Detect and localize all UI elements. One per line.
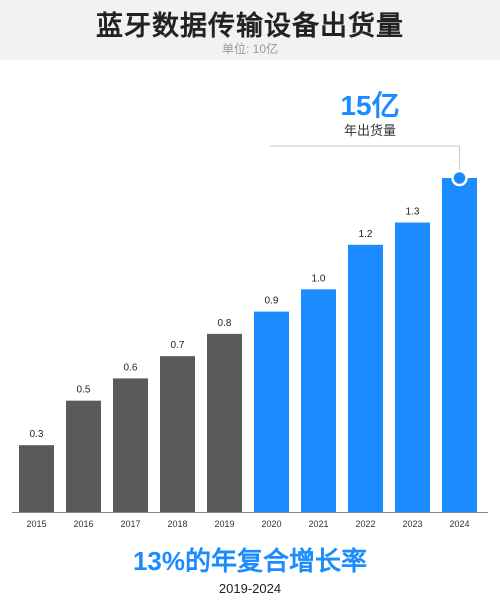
callout-marker: [451, 169, 468, 187]
bar-2017: [113, 378, 148, 512]
x-tick-2023: 2023: [402, 519, 422, 529]
data-label-2015: 0.3: [30, 429, 44, 440]
x-tick-2016: 2016: [73, 519, 93, 529]
x-tick-2024: 2024: [449, 519, 469, 529]
bar-2021: [301, 289, 336, 512]
data-label-2016: 0.5: [77, 385, 91, 396]
bar-2024: [442, 178, 477, 512]
data-label-2017: 0.6: [124, 362, 138, 373]
data-label-2020: 0.9: [265, 296, 279, 307]
x-tick-2019: 2019: [214, 519, 234, 529]
data-label-2023: 1.3: [406, 207, 420, 218]
header-band: [0, 0, 500, 60]
cagr-text: 13%的年复合增长率: [132, 546, 368, 576]
x-tick-2015: 2015: [26, 519, 46, 529]
chart-unit-label: 单位: 10亿: [221, 42, 279, 56]
bar-2016: [66, 400, 101, 512]
data-label-2018: 0.7: [171, 340, 185, 351]
bar-group: [19, 178, 477, 513]
bar-2015: [19, 445, 54, 512]
bar-2022: [348, 244, 383, 513]
bar-2020: [254, 311, 289, 512]
data-label-2019: 0.8: [218, 318, 232, 329]
annual-shipment-callout-value: 15亿: [340, 90, 400, 121]
bar-2019: [207, 333, 242, 512]
annual-shipment-callout-label: 年出货量: [343, 123, 396, 138]
chart-title: 蓝牙数据传输设备出货量: [96, 11, 404, 41]
x-tick-2020: 2020: [261, 519, 281, 529]
cagr-range: 2019-2024: [218, 581, 282, 596]
data-label-group: 0.3 0.5 0.6 0.7 0.8 0.9 1.0 1.2 1.3: [30, 207, 420, 441]
bar-2023: [395, 222, 430, 513]
callout-leader-line: [270, 145, 460, 170]
data-label-2021: 1.0: [312, 273, 326, 284]
bar-2018: [160, 356, 195, 512]
x-tick-2018: 2018: [167, 519, 187, 529]
data-label-2022: 1.2: [359, 229, 373, 240]
x-tick-2022: 2022: [355, 519, 375, 529]
x-tick-2017: 2017: [120, 519, 140, 529]
x-tick-2021: 2021: [308, 519, 328, 529]
x-tick-group: 2015 2016 2017 2018 2019 2020 2021 2022 2023 2024: [26, 519, 469, 529]
